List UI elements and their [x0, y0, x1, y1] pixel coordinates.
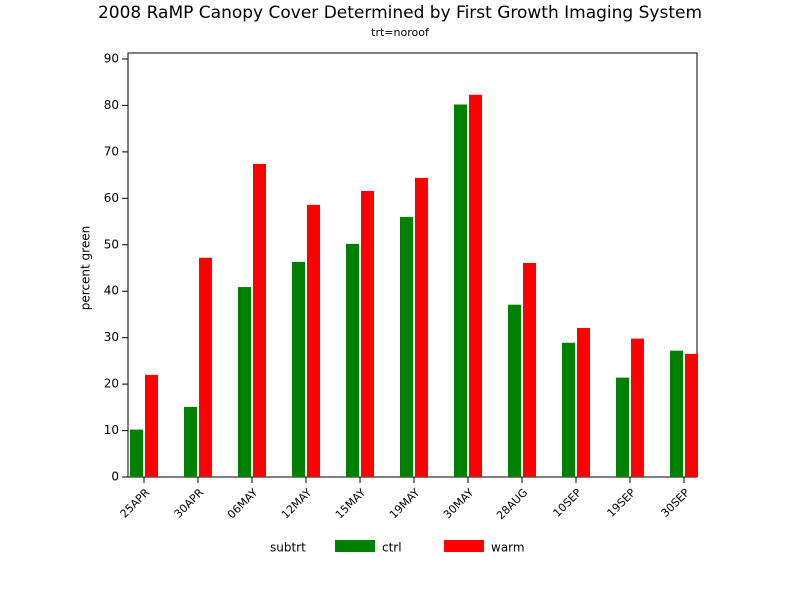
- bar: [577, 327, 590, 477]
- y-tick-label: 30: [104, 330, 119, 344]
- bar: [130, 429, 143, 477]
- x-tick-label: 06MAY: [225, 486, 260, 521]
- legend-swatch: [444, 540, 484, 552]
- y-tick-label: 90: [104, 52, 119, 66]
- y-tick-label: 20: [104, 377, 119, 391]
- x-tick-label: 30APR: [172, 486, 207, 521]
- x-tick-label: 28AUG: [494, 486, 530, 522]
- x-tick-label: 25APR: [118, 486, 153, 521]
- bar: [616, 377, 629, 477]
- bar: [670, 350, 683, 477]
- bar: [238, 287, 251, 477]
- bar: [562, 342, 575, 477]
- x-tick-label: 19MAY: [387, 486, 422, 521]
- x-tick-label: 15MAY: [333, 486, 368, 521]
- bar: [145, 374, 158, 477]
- bar: [415, 177, 428, 478]
- bar: [346, 243, 359, 477]
- bar: [685, 353, 698, 477]
- x-tick-label: 10SEP: [551, 486, 585, 520]
- y-tick-label: 80: [104, 98, 119, 112]
- y-tick-label: 0: [111, 470, 119, 484]
- legend-swatch: [335, 540, 375, 552]
- bar: [361, 190, 374, 477]
- x-tick-label: 12MAY: [279, 486, 314, 521]
- bar: [253, 163, 266, 477]
- bar: [523, 262, 536, 477]
- x-tick-label: 19SEP: [605, 486, 639, 520]
- y-tick-label: 60: [104, 191, 119, 205]
- legend-title: subtrt: [270, 541, 306, 555]
- bar: [184, 406, 197, 477]
- bar: [454, 104, 467, 477]
- y-tick-label: 50: [104, 237, 119, 251]
- bar: [292, 261, 305, 477]
- x-tick-label: 30MAY: [441, 486, 476, 521]
- x-tick-label: 30SEP: [659, 486, 693, 520]
- y-tick-label: 10: [104, 423, 119, 437]
- legend-label: warm: [491, 541, 525, 555]
- bar: [400, 216, 413, 477]
- chart-subtitle: trt=noroof: [371, 26, 430, 39]
- y-tick-label: 40: [104, 284, 119, 298]
- chart-title: 2008 RaMP Canopy Cover Determined by Fir…: [98, 3, 702, 23]
- bar: [631, 338, 644, 477]
- legend-label: ctrl: [382, 541, 402, 555]
- bar: [307, 204, 320, 477]
- bar: [469, 94, 482, 478]
- bar: [199, 257, 212, 477]
- y-tick-label: 70: [104, 144, 119, 158]
- y-axis-label: percent green: [79, 226, 93, 310]
- bar: [508, 304, 521, 477]
